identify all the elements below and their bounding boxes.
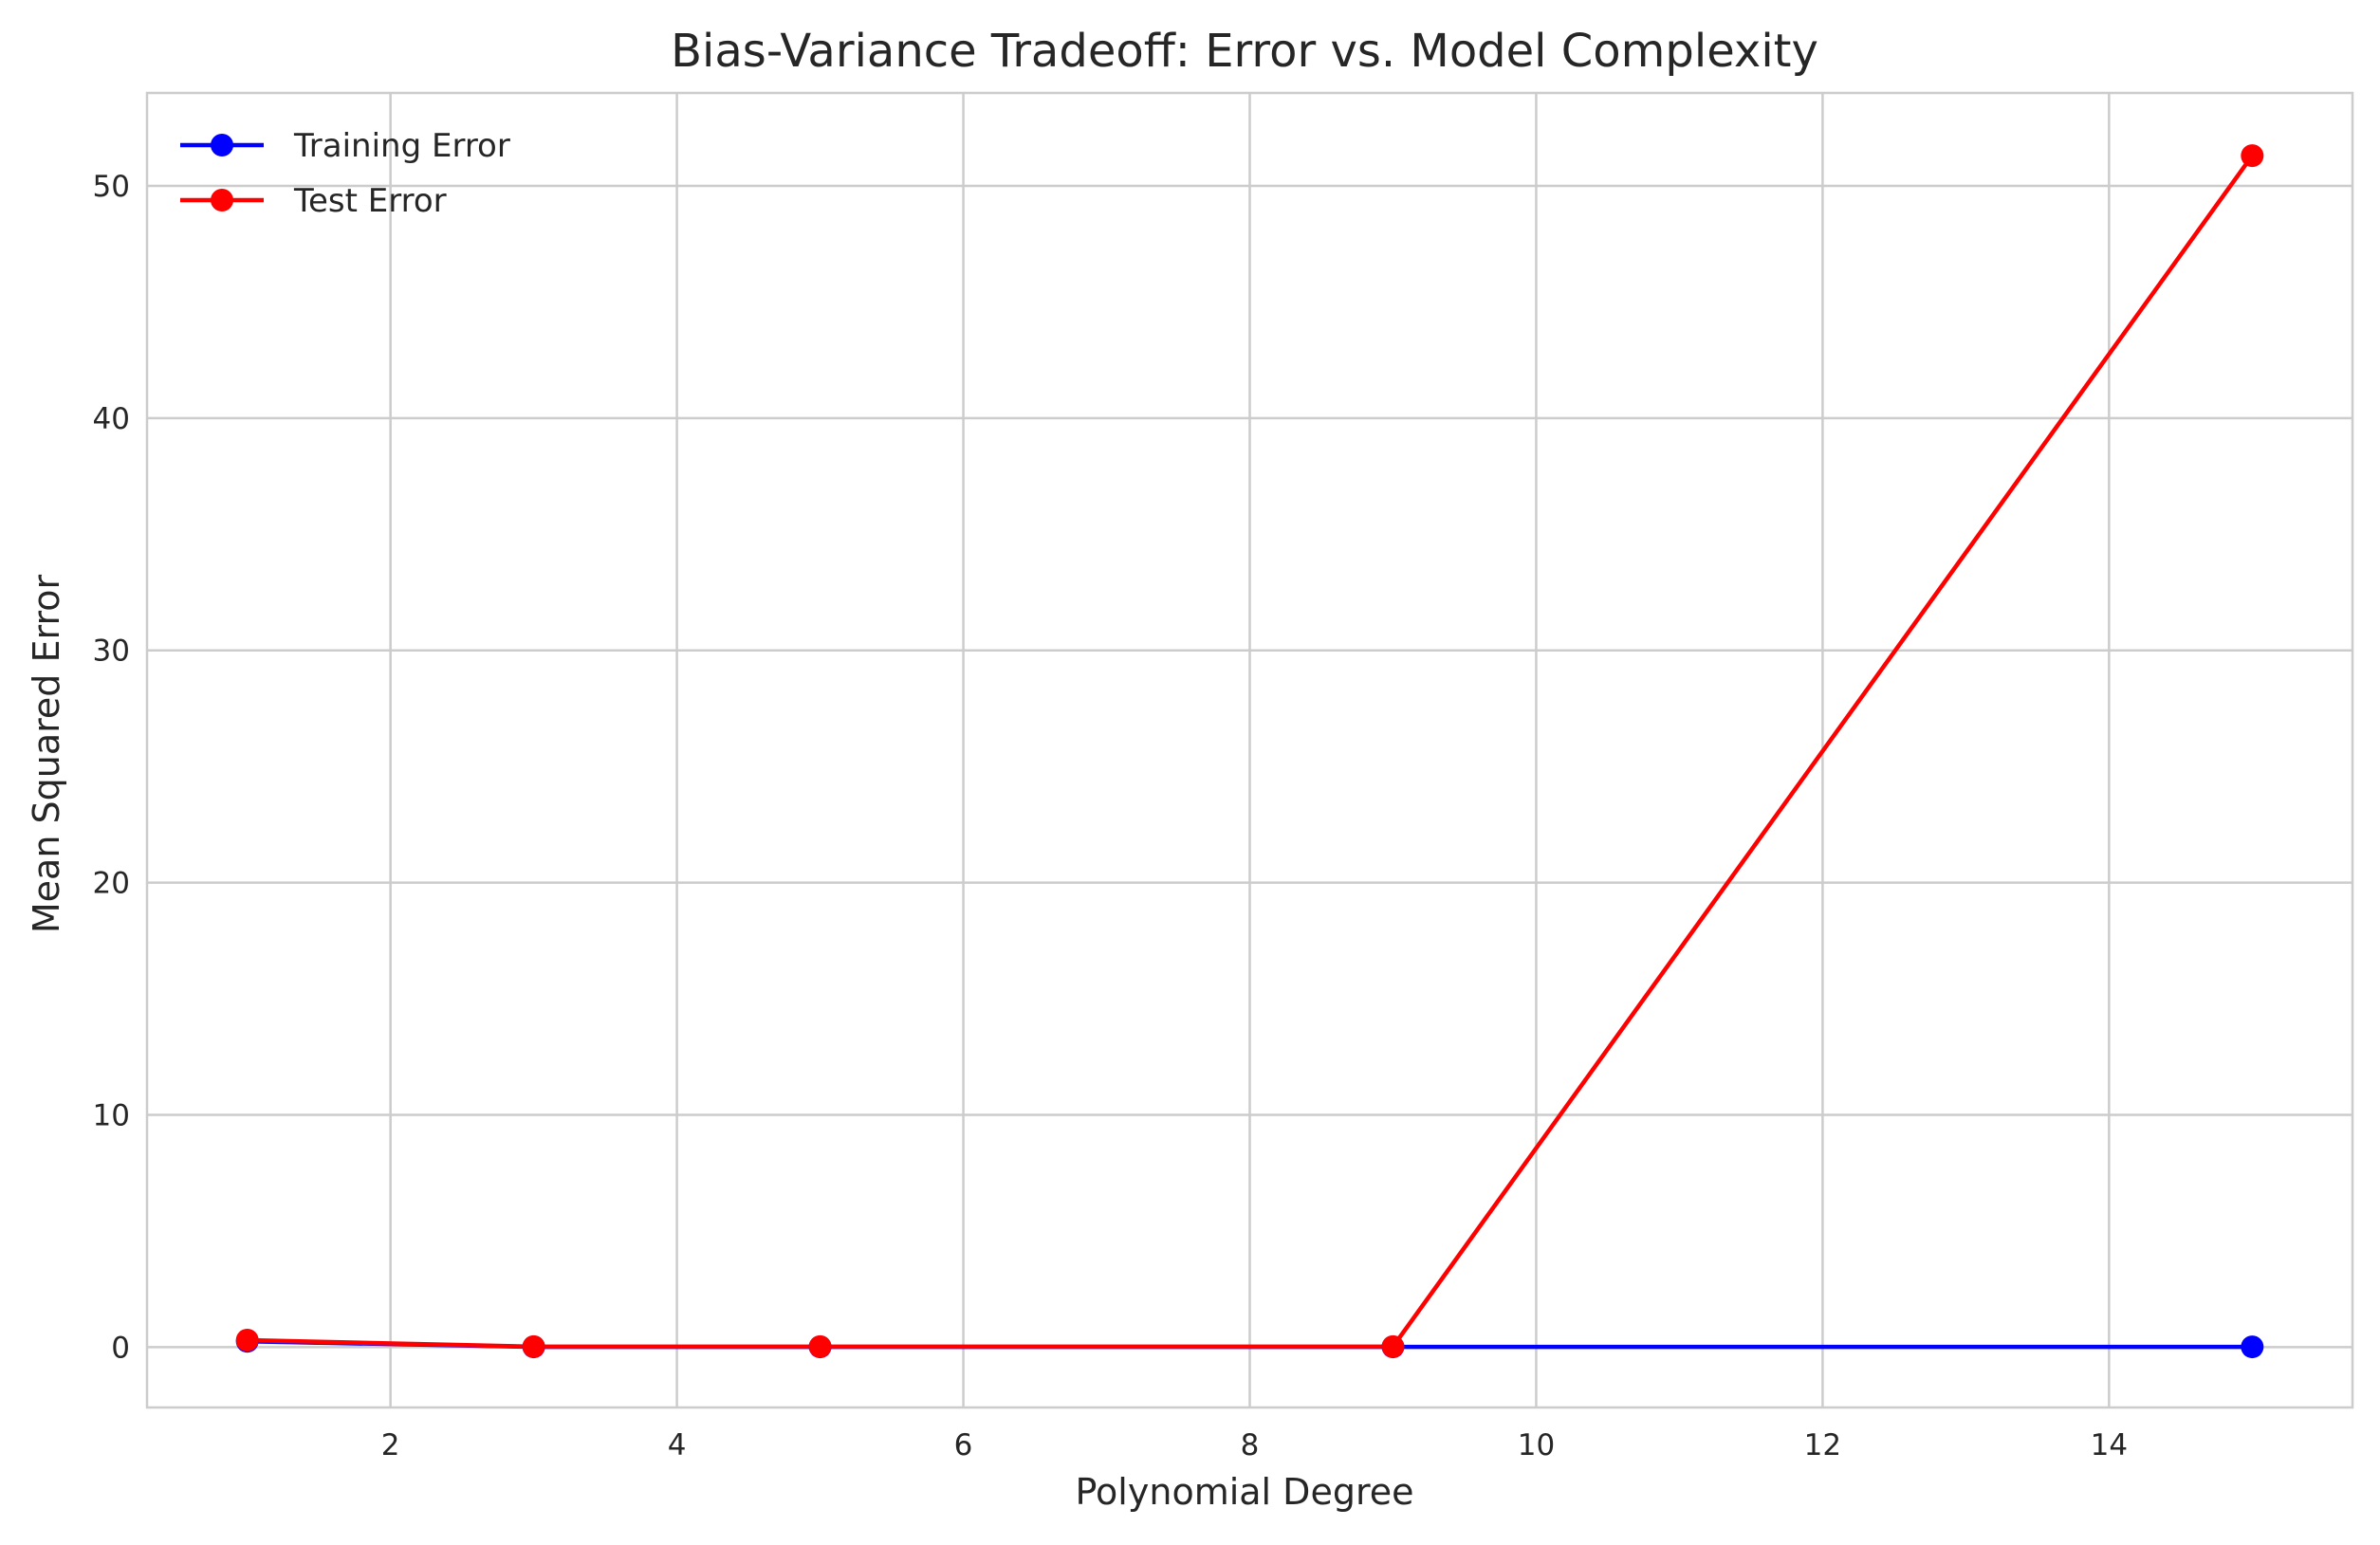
x-tick-label: 10 — [1518, 1428, 1555, 1462]
x-tick-label: 14 — [2091, 1428, 2128, 1462]
test-error-point — [522, 1334, 545, 1358]
y-axis-title: Mean Squared Error — [26, 575, 67, 934]
test-error-legend-label: Test Error — [293, 182, 447, 220]
x-tick-label: 4 — [668, 1428, 687, 1462]
y-tick-label: 50 — [93, 170, 130, 204]
y-tick-label: 30 — [93, 635, 130, 669]
chart-title: Bias-Variance Tradeoff: Error vs. Model … — [671, 25, 1818, 78]
x-axis-title: Polynomial Degree — [1076, 1471, 1414, 1513]
x-tick-label: 6 — [954, 1428, 973, 1462]
test-error-point — [2241, 144, 2264, 168]
y-tick-label: 20 — [93, 867, 130, 901]
y-tick-label: 0 — [111, 1331, 130, 1365]
training-error-legend-label: Training Error — [293, 127, 510, 165]
x-tick-label: 8 — [1241, 1428, 1260, 1462]
test-error-point — [1381, 1334, 1405, 1358]
test-error-point — [808, 1334, 832, 1358]
training-error-point — [2241, 1335, 2264, 1359]
test-error-legend-marker — [211, 189, 233, 212]
x-tick-labels: 2 4 6 8 10 12 14 — [381, 1428, 2128, 1462]
training-error-legend-marker — [211, 134, 233, 156]
y-tick-label: 10 — [93, 1098, 130, 1132]
grid — [147, 93, 2352, 1407]
plot-frame — [145, 91, 2354, 1409]
y-tick-label: 40 — [93, 402, 130, 436]
x-tick-label: 12 — [1804, 1428, 1841, 1462]
series-markers — [235, 144, 2264, 1359]
test-error-point — [235, 1328, 259, 1352]
legend: Training Error Test Error — [180, 127, 510, 220]
y-tick-labels: 0 10 20 30 40 50 — [93, 170, 130, 1365]
x-tick-label: 2 — [381, 1428, 400, 1462]
